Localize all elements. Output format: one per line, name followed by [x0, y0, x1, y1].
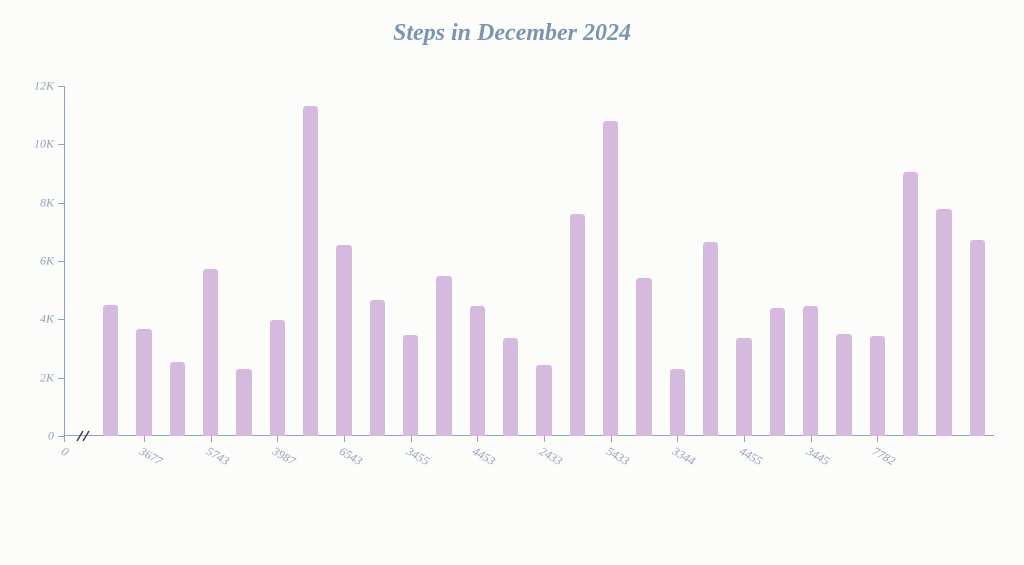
bar — [670, 369, 685, 436]
y-tick — [58, 378, 64, 379]
x-tick-label: 7782 — [870, 444, 898, 469]
x-tick-label: 5743 — [203, 444, 231, 469]
bar — [503, 338, 518, 436]
bar — [936, 209, 951, 436]
bar — [136, 329, 151, 436]
x-tick — [677, 436, 678, 442]
y-tick-label: 4K — [40, 312, 54, 327]
bar — [636, 278, 651, 436]
plot-area: 02K4K6K8K10K12K 036775743398765433455445… — [64, 86, 994, 436]
x-tick-label: 3987 — [270, 444, 298, 469]
x-tick — [744, 436, 745, 442]
bar — [903, 172, 918, 436]
chart-title: Steps in December 2024 — [0, 20, 1024, 47]
bar — [236, 369, 251, 436]
bar — [703, 242, 718, 436]
bar — [470, 306, 485, 436]
bar — [736, 338, 751, 436]
bar — [203, 269, 218, 437]
x-tick-label: 2433 — [537, 444, 565, 469]
x-tick-label: 3455 — [403, 444, 431, 469]
x-tick-label: 3677 — [137, 444, 165, 469]
x-tick — [544, 436, 545, 442]
x-tick — [411, 436, 412, 442]
x-tick — [611, 436, 612, 442]
x-tick — [64, 436, 65, 442]
bar — [870, 336, 885, 436]
bar — [770, 308, 785, 436]
x-tick-label: 3344 — [670, 444, 698, 469]
y-tick-label: 2K — [40, 370, 54, 385]
x-tick-label: 3445 — [803, 444, 831, 469]
bar — [103, 305, 118, 436]
x-tick — [277, 436, 278, 442]
y-tick — [58, 144, 64, 145]
bar — [570, 214, 585, 436]
bars-container — [64, 86, 994, 436]
bar — [603, 121, 618, 436]
bar — [436, 276, 451, 436]
bar — [803, 306, 818, 436]
x-tick-label: 4455 — [737, 444, 765, 469]
y-tick — [58, 86, 64, 87]
bar — [270, 320, 285, 436]
y-tick-label: 10K — [34, 137, 54, 152]
bar — [970, 240, 985, 436]
x-tick — [877, 436, 878, 442]
x-tick-label: 5433 — [603, 444, 631, 469]
x-tick-label: 4453 — [470, 444, 498, 469]
bar — [370, 300, 385, 436]
x-tick-label: 0 — [59, 444, 72, 460]
bar — [303, 106, 318, 436]
y-tick-label: 8K — [40, 195, 54, 210]
y-tick — [58, 261, 64, 262]
y-tick-label: 12K — [34, 79, 54, 94]
bar — [836, 334, 851, 436]
bar — [536, 365, 551, 436]
y-tick — [58, 319, 64, 320]
bar — [336, 245, 351, 436]
x-tick — [344, 436, 345, 442]
x-tick — [144, 436, 145, 442]
bar — [170, 362, 185, 436]
x-tick-label: 6543 — [337, 444, 365, 469]
bar — [403, 335, 418, 436]
x-tick — [477, 436, 478, 442]
x-tick — [811, 436, 812, 442]
x-tick — [211, 436, 212, 442]
steps-chart: Steps in December 2024 02K4K6K8K10K12K 0… — [0, 0, 1024, 565]
y-tick — [58, 203, 64, 204]
y-tick-label: 0 — [48, 429, 54, 444]
y-tick-label: 6K — [40, 254, 54, 269]
